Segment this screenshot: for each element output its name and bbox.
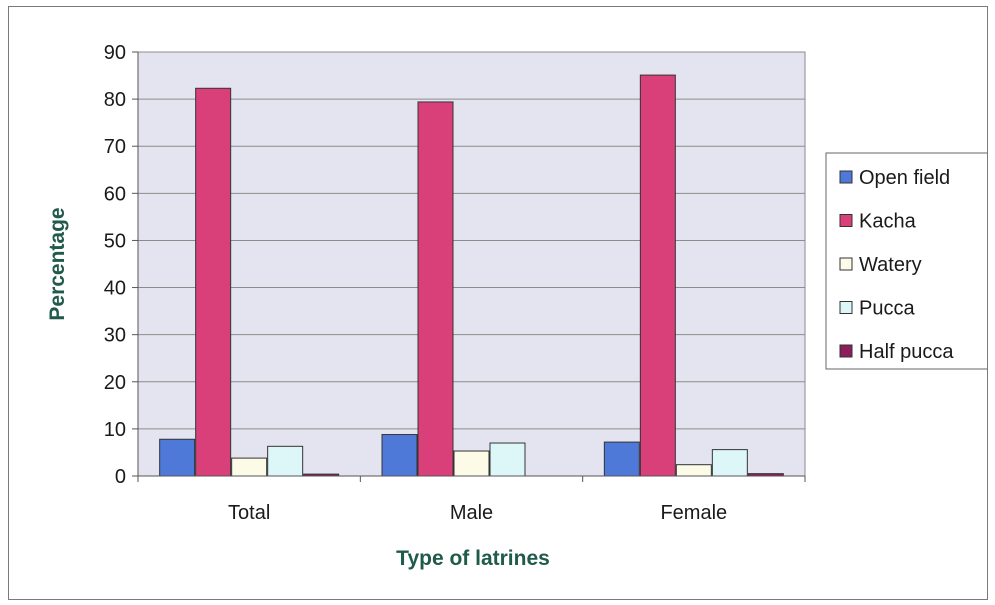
axes bbox=[132, 51, 806, 482]
y-axis-title: Percentage bbox=[46, 207, 69, 320]
bar-open-field-female bbox=[603, 441, 640, 477]
bar-open-field-total bbox=[159, 438, 196, 477]
plot-area bbox=[137, 51, 806, 477]
x-tick-label: Female bbox=[660, 502, 727, 524]
y-tick-label: 30 bbox=[104, 325, 126, 347]
bar-pucca-total bbox=[267, 445, 304, 477]
y-tick-label: 10 bbox=[104, 419, 126, 441]
legend-swatch-open-field bbox=[839, 170, 853, 184]
y-tick-label: 40 bbox=[104, 278, 126, 300]
legend-swatch-half-pucca bbox=[839, 344, 853, 358]
bar-kacha-female bbox=[639, 74, 676, 477]
y-tick-label: 50 bbox=[104, 230, 126, 252]
bar-kacha-total bbox=[195, 87, 232, 477]
legend-label-watery: Watery bbox=[859, 254, 922, 276]
x-tick-labels: Total Male Female bbox=[228, 502, 727, 524]
bars bbox=[159, 74, 784, 477]
legend-swatch-kacha bbox=[839, 214, 853, 227]
legend-label-open-field: Open field bbox=[859, 167, 950, 189]
chart-frame: 0 10 20 30 40 50 60 70 80 90 Total Male Female Perc… bbox=[8, 6, 988, 600]
bar-watery-male bbox=[453, 450, 490, 477]
legend-swatch-pucca bbox=[839, 301, 853, 314]
x-tick-label: Male bbox=[450, 502, 493, 524]
gridlines bbox=[138, 51, 805, 430]
bar-pucca-male bbox=[489, 442, 526, 477]
legend: Open field Kacha Watery Pucca Half pucca bbox=[825, 152, 987, 370]
bar-watery-female bbox=[675, 464, 712, 477]
legend-swatch-watery bbox=[839, 257, 853, 271]
legend-label-pucca: Pucca bbox=[859, 298, 915, 320]
y-tick-label: 20 bbox=[104, 372, 126, 394]
y-tick-label: 70 bbox=[104, 136, 126, 158]
y-tick-label: 90 bbox=[104, 42, 126, 64]
y-tick-label: 80 bbox=[104, 89, 126, 111]
y-tick-label: 60 bbox=[104, 183, 126, 205]
x-tick-label: Total bbox=[228, 502, 270, 524]
legend-label-half-pucca: Half pucca bbox=[859, 341, 954, 363]
x-axis-title: Type of latrines bbox=[396, 547, 550, 570]
bar-chart: 0 10 20 30 40 50 60 70 80 90 Total Male Female Perc… bbox=[46, 42, 987, 570]
y-tick-labels: 0 10 20 30 40 50 60 70 80 90 bbox=[104, 42, 126, 488]
legend-box bbox=[825, 152, 987, 370]
bar-open-field-male bbox=[381, 434, 418, 477]
y-tick-label: 0 bbox=[115, 466, 126, 488]
bar-watery-total bbox=[231, 457, 268, 477]
bar-kacha-male bbox=[417, 101, 454, 477]
bar-pucca-female bbox=[711, 449, 748, 477]
legend-label-kacha: Kacha bbox=[859, 211, 917, 233]
